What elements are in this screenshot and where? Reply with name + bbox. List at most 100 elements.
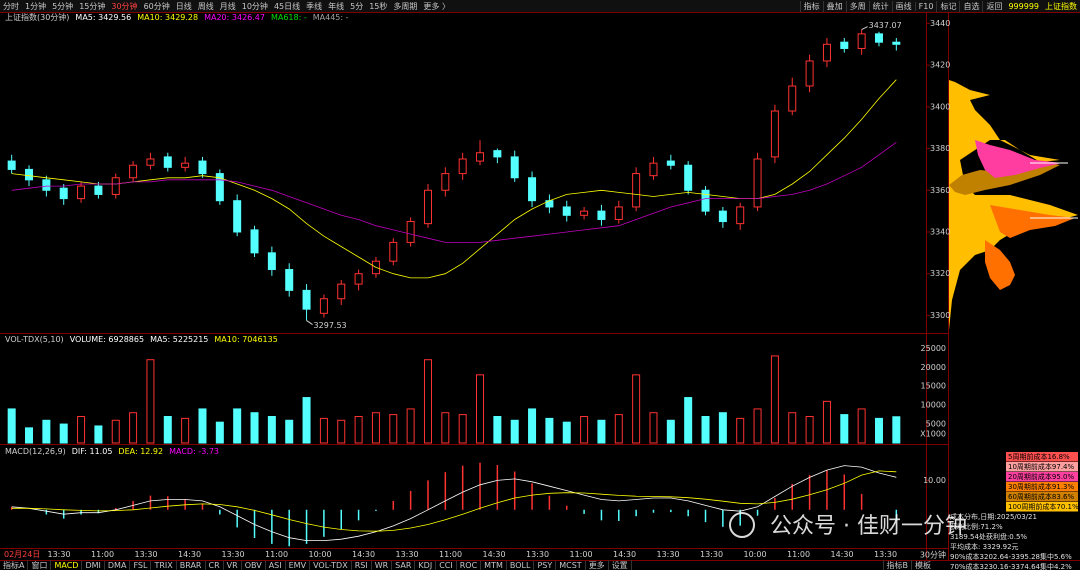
volume-bar xyxy=(805,416,814,444)
cost-info: 获利比例:71.2% xyxy=(950,522,1003,531)
x-tick-label: 14:30 xyxy=(613,550,636,559)
candle-body xyxy=(354,273,363,285)
volume-bar xyxy=(718,412,727,444)
indicator-tab[interactable]: 模板 xyxy=(911,560,934,570)
period-button[interactable]: 30分钟 xyxy=(111,1,138,11)
period-button[interactable]: 15分钟 xyxy=(79,1,106,11)
x-tick-label: 11:00 xyxy=(91,550,114,559)
indicator-tab[interactable]: KDJ xyxy=(415,561,437,570)
period-button[interactable]: 15秒 xyxy=(369,1,388,11)
x-tick-label: 14:30 xyxy=(178,550,201,559)
ma-line xyxy=(11,79,897,279)
indicator-tab[interactable]: VR xyxy=(224,561,242,570)
indicator-tab[interactable]: MCST xyxy=(556,561,586,570)
indicator-tab[interactable]: ROC xyxy=(457,561,482,570)
indicator-tab[interactable]: OBV xyxy=(242,561,266,570)
indicator-tab[interactable]: TRIX xyxy=(151,561,177,570)
candle-body xyxy=(389,241,398,262)
indicator-tab[interactable]: MACD xyxy=(51,561,83,570)
period-button[interactable]: 年线 xyxy=(328,1,345,11)
period-button[interactable]: 60分钟 xyxy=(143,1,170,11)
indicator-tab[interactable]: CR xyxy=(206,561,224,570)
tool-button[interactable]: 指标 xyxy=(799,0,823,12)
period-button[interactable]: 季线 xyxy=(306,1,323,11)
low-label: 3297.53 xyxy=(314,321,347,330)
candle-body xyxy=(42,179,51,191)
indicator-tab[interactable]: 窗口 xyxy=(28,560,52,570)
tool-button[interactable]: 返回 xyxy=(982,0,1005,12)
indicator-tab[interactable]: BRAR xyxy=(177,561,206,570)
period-button[interactable]: 周线 xyxy=(197,1,214,11)
cost-legend-text: 5周期前成本16.8% xyxy=(1008,452,1070,461)
x-tick-label: 10:00 xyxy=(309,550,332,559)
volume-bar xyxy=(146,359,155,444)
candle-body xyxy=(666,160,675,166)
indicator-tab[interactable]: 指标A xyxy=(0,560,29,570)
indicator-tabs: 指标A 窗口 MACD DMI DMA FSL TRIX BRAR CR VR OBV ASI EMV V… xyxy=(0,560,1080,570)
x-tick-label: 11:00 xyxy=(787,550,810,559)
tool-button[interactable]: 统计 xyxy=(868,0,892,12)
volume-bar xyxy=(458,414,467,444)
cost-info: 成本分布,日期:2025/03/21 xyxy=(950,512,1037,521)
candle-body xyxy=(250,229,259,254)
period-button[interactable]: 更多 〉 xyxy=(423,1,450,11)
tool-button[interactable]: 画线 xyxy=(891,0,915,12)
candle-body xyxy=(77,185,86,200)
period-button[interactable]: 月线 xyxy=(219,1,236,11)
candle-body xyxy=(423,189,432,225)
indicator-tab[interactable]: MTM xyxy=(481,561,507,570)
volume-bar xyxy=(632,374,641,444)
cost-legend-text: 30周期前成本91.3% xyxy=(1008,482,1074,491)
cost-distribution xyxy=(949,80,1078,330)
indicator-tab[interactable]: DMA xyxy=(105,561,131,570)
period-button[interactable]: 45日线 xyxy=(273,1,301,11)
period-button[interactable]: 1分钟 xyxy=(25,1,47,11)
indicator-tab[interactable]: SAR xyxy=(392,561,416,570)
y-tick-label: 3340 xyxy=(930,227,950,236)
tool-button[interactable]: 多周 xyxy=(845,0,869,12)
indicator-tab[interactable]: VOL-TDX xyxy=(310,561,352,570)
legend-entry: MA618: - xyxy=(270,12,307,22)
indicator-tab[interactable]: DMI xyxy=(82,561,105,570)
indicator-tab[interactable]: EMV xyxy=(286,561,311,570)
indicator-tab[interactable]: PSY xyxy=(534,561,557,570)
volume-bar xyxy=(77,416,86,444)
indicator-tab[interactable]: FSL xyxy=(130,561,152,570)
candle-body xyxy=(528,177,537,202)
x-tick-label: 13:30 xyxy=(135,550,158,559)
period-button[interactable]: 多周期 xyxy=(393,1,418,11)
indicator-tab[interactable]: 设置 xyxy=(609,560,632,570)
volume-bar xyxy=(59,423,68,444)
indicator-tab[interactable]: RSI xyxy=(352,561,372,570)
tool-button[interactable]: 叠加 xyxy=(822,0,846,12)
watermark: 公众号 · 佳财一分钟 xyxy=(770,514,967,539)
volume-bar xyxy=(7,408,16,444)
candle-body xyxy=(319,298,328,314)
y-tick-label: 3420 xyxy=(930,61,950,70)
y-tick-label: 3300 xyxy=(930,311,950,320)
tool-button[interactable]: F10 xyxy=(914,1,937,11)
candle-body xyxy=(510,156,519,179)
candle-body xyxy=(215,173,224,202)
volume-bar xyxy=(753,408,762,444)
tool-button[interactable]: 自选 xyxy=(959,0,982,12)
period-button[interactable]: 日线 xyxy=(175,1,192,11)
period-button[interactable]: 分时 xyxy=(3,1,19,11)
indicator-tab[interactable]: 指标B xyxy=(882,560,912,570)
tool-button[interactable]: 标记 xyxy=(936,0,959,12)
indicator-tab[interactable]: CCI xyxy=(436,561,457,570)
volume-bar xyxy=(389,414,398,444)
indicator-tab[interactable]: BOLL xyxy=(507,561,535,570)
volume-bar xyxy=(42,419,51,444)
candle-body xyxy=(684,164,693,191)
period-button[interactable]: 5分 xyxy=(350,1,364,11)
indicator-tab[interactable]: 更多 xyxy=(586,560,609,570)
indicator-tab[interactable]: WR xyxy=(372,561,393,570)
period-button[interactable]: 5分钟 xyxy=(52,1,74,11)
volume-bar xyxy=(857,408,866,444)
legend-entry: MA445: - xyxy=(312,12,349,22)
period-button[interactable]: 10分钟 xyxy=(241,1,268,11)
volume-bar xyxy=(701,416,710,444)
y-tick-label: 3320 xyxy=(930,269,950,278)
indicator-tab[interactable]: ASI xyxy=(266,561,286,570)
